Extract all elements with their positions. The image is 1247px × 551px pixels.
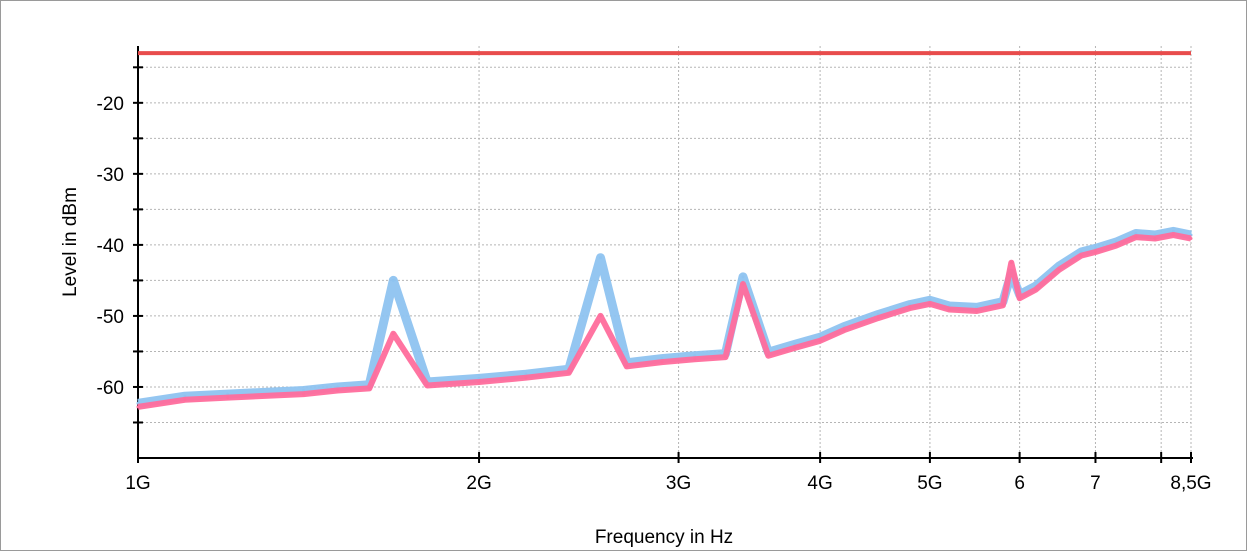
- series-1-point: [226, 396, 230, 400]
- series-1-point: [1189, 237, 1193, 241]
- series-1-point: [1153, 237, 1157, 241]
- y-tick-label: -50: [97, 307, 124, 328]
- series-1-point: [391, 332, 395, 336]
- series-1-point: [842, 328, 846, 332]
- x-tick-label: 5G: [917, 473, 942, 494]
- y-tick-label: -30: [97, 165, 124, 186]
- grid: [138, 46, 1192, 458]
- series-1-point: [876, 316, 880, 320]
- series-1-point: [793, 346, 797, 350]
- series-1-point: [723, 355, 727, 359]
- x-tick-label: 2G: [466, 473, 491, 494]
- y-tick-label: -60: [97, 378, 124, 399]
- y-tick-label: -40: [97, 236, 124, 257]
- series-1-point: [660, 360, 664, 364]
- series-1-point: [567, 371, 571, 375]
- series-1-point: [1001, 303, 1005, 307]
- series-1-point: [1093, 250, 1097, 254]
- series-1-point: [1057, 268, 1061, 272]
- axes: [133, 46, 1193, 463]
- series-1-point: [336, 389, 340, 393]
- series-1-point: [1009, 261, 1013, 265]
- series-1-point: [1018, 296, 1022, 300]
- series-1-point: [477, 380, 481, 384]
- x-tick-label: 4G: [807, 473, 832, 494]
- x-tick-label: 7: [1090, 473, 1101, 494]
- series-1-point: [1079, 254, 1083, 258]
- series-1-line: [137, 232, 1192, 410]
- series-1-point: [183, 398, 187, 402]
- x-tick-label: 8,5G: [1170, 473, 1211, 494]
- series-0-point: [741, 275, 745, 279]
- series-1-point: [693, 357, 697, 361]
- series-1-point: [1171, 233, 1175, 237]
- series-1-point: [367, 386, 371, 390]
- series-1-point: [425, 384, 429, 388]
- tick-labels: -20 -30 -40 -50 -60 1G 2G 3G 4G 5G 6 7 8,5G: [97, 94, 1212, 494]
- y-axis-label: Level in dBm: [60, 187, 81, 297]
- series-1-point: [741, 282, 745, 286]
- series-1-point: [928, 302, 932, 306]
- series-1-point: [975, 309, 979, 313]
- series-1-point: [625, 364, 629, 368]
- series-1-point: [1034, 288, 1038, 292]
- series-1-point: [136, 405, 140, 409]
- series-layer: [136, 51, 1193, 410]
- x-tick-label: 3G: [666, 473, 691, 494]
- series-1-point: [766, 354, 770, 358]
- x-tick-label: 1G: [125, 473, 150, 494]
- y-tick-label: -20: [97, 94, 124, 115]
- series-1-point: [818, 339, 822, 343]
- series-1-point: [302, 392, 306, 396]
- series-0-line: [137, 226, 1192, 408]
- series-1-point: [524, 376, 528, 380]
- x-tick-label: 6: [1014, 473, 1025, 494]
- series-0-point: [599, 256, 603, 260]
- x-axis-label: Frequency in Hz: [595, 527, 733, 548]
- series-1-point: [599, 314, 603, 318]
- series-1-point: [947, 308, 951, 312]
- series-1-point: [1114, 244, 1118, 248]
- series-0-point: [391, 278, 395, 282]
- series-1-point: [1134, 235, 1138, 239]
- series-1-point: [908, 306, 912, 310]
